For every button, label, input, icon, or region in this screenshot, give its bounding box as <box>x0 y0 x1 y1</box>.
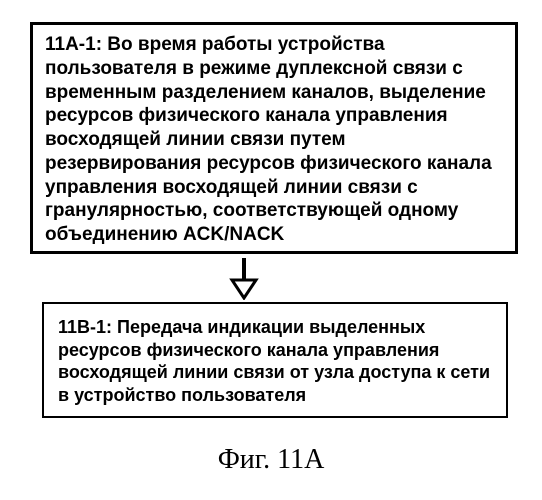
flow-step-11a-1: 11A-1: Во время работы устройства пользо… <box>30 22 518 254</box>
flow-step-11b-1: 11B-1: Передача индикации выделенных рес… <box>42 302 508 418</box>
figure-caption: Фиг. 11A <box>0 444 542 476</box>
flow-step-11a-1-text: 11A-1: Во время работы устройства пользо… <box>45 34 492 245</box>
flowchart-figure: 11A-1: Во время работы устройства пользо… <box>0 0 542 500</box>
flow-step-11b-1-text: 11B-1: Передача индикации выделенных рес… <box>58 317 490 405</box>
arrow-down-icon <box>224 256 264 300</box>
